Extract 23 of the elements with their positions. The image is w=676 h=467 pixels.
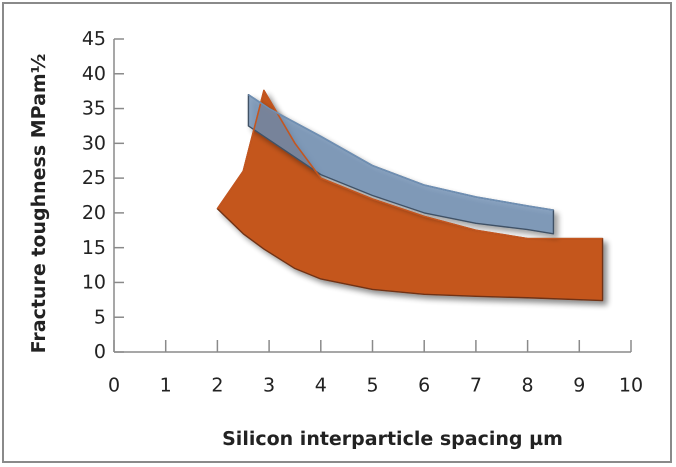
y-tick-label: 15 xyxy=(82,236,106,259)
x-axis-title: Silicon interparticle spacing µm xyxy=(222,428,563,450)
x-tick-label: 0 xyxy=(108,374,120,396)
y-tick-label: 30 xyxy=(82,132,106,154)
y-tick-label: 35 xyxy=(82,98,106,120)
y-axis-title: Fracture toughness MPam½ xyxy=(28,54,50,354)
x-tick-label: 9 xyxy=(573,374,586,396)
x-tick-label: 10 xyxy=(618,374,644,396)
x-tick-label: 3 xyxy=(263,374,276,396)
x-tick-label: 5 xyxy=(366,374,379,396)
x-tick-label: 2 xyxy=(211,374,224,396)
y-tick-label: 0 xyxy=(94,341,106,364)
y-tick-label: 45 xyxy=(82,28,106,50)
y-tick-label: 40 xyxy=(82,62,106,85)
y-tick-label: 5 xyxy=(94,306,106,328)
x-tick-label: 7 xyxy=(470,374,482,396)
y-tick-label: 20 xyxy=(82,202,106,224)
y-tick-label: 10 xyxy=(82,272,106,294)
x-tick-label: 8 xyxy=(522,374,534,396)
y-tick-label: 25 xyxy=(82,167,106,190)
x-tick-label: 1 xyxy=(160,374,172,396)
x-tick-label: 6 xyxy=(418,374,430,396)
x-tick-label: 4 xyxy=(314,374,327,396)
